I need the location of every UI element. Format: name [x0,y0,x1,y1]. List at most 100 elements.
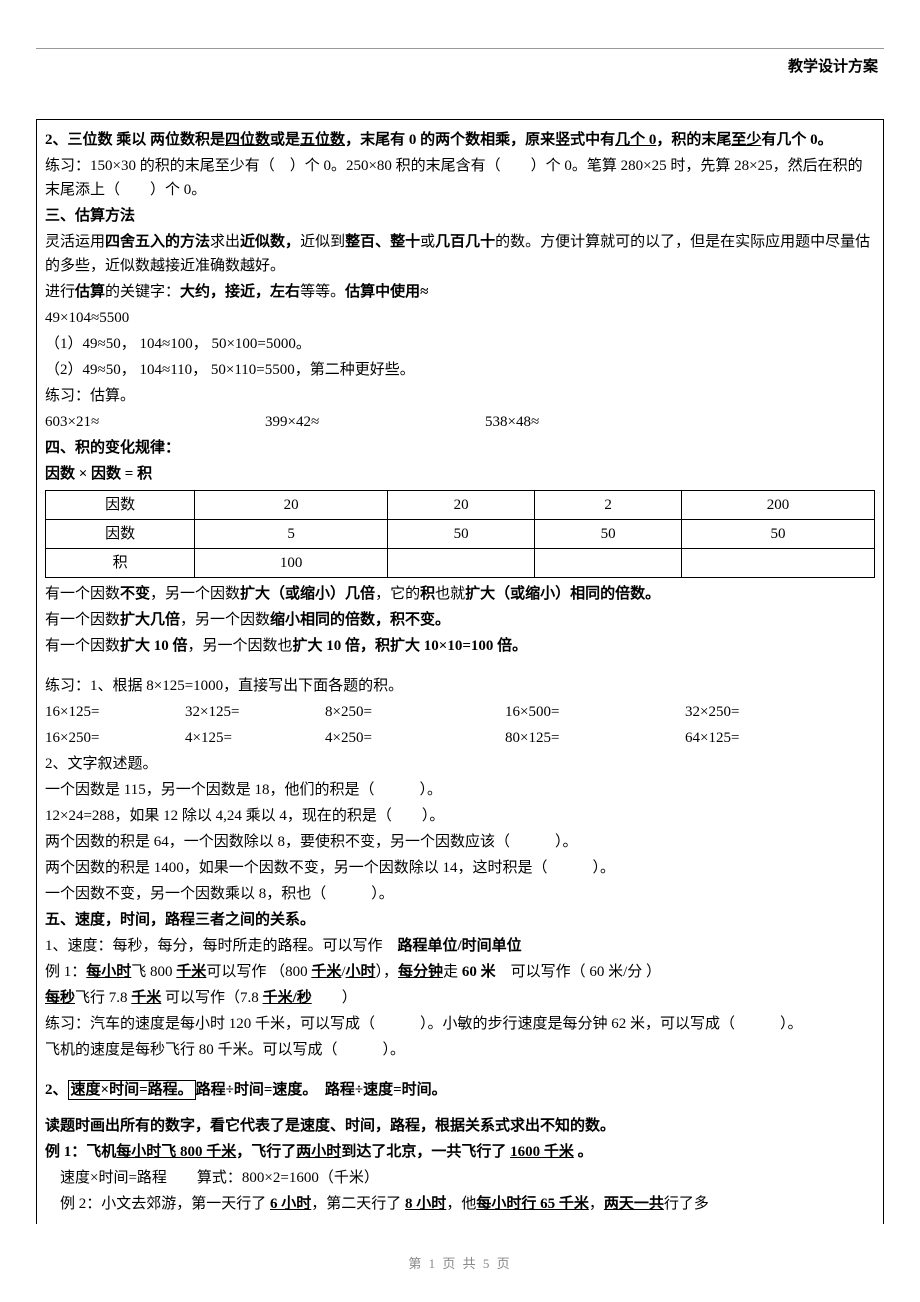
text: 求出 [210,234,240,250]
sec3-line2: 进行估算的关键字：大约，接近，左右等等。估算中使用≈ [45,280,875,304]
text: 扩大（或缩小）几倍 [240,586,375,602]
text: 8 小时 [405,1196,446,1212]
boxed-formula: 速度×时间=路程。 [68,1080,196,1100]
ul-5digit: 五位数 [300,132,345,148]
expr: 32×250= [685,700,739,724]
text: 可以写作 （800 [206,964,311,980]
expr: 64×125= [685,726,739,750]
text: 每秒 [45,990,75,1006]
expr: 4×250= [325,726,505,750]
text: ，第二天行了 [311,1196,405,1212]
text: 千米/秒 [263,990,312,1006]
text: 每小时 [86,964,131,980]
text: ） [312,990,357,1006]
sec5-practice2: 飞机的速度是每秒飞行 80 千米。可以写成（ ）。 [45,1038,875,1062]
text: 的关键字： [105,284,180,300]
text: 小时 [346,964,376,980]
text: 飞 800 [131,964,176,980]
text: 有一个因数 [45,586,120,602]
sec4-q4: 两个因数的积是 1400，如果一个因数不变，另一个因数除以 14，这时积是（ ）… [45,856,875,880]
text: 例 2：小文去郊游，第一天行了 [45,1196,270,1212]
ul-zeros: 几个 0 [615,132,656,148]
est-1: 603×21≈ [45,410,265,434]
text: 有一个因数 [45,638,120,654]
cell: 20 [195,491,388,520]
sec4-q1: 一个因数是 115，另一个因数是 18，他们的积是（ ）。 [45,778,875,802]
factor-table: 因数 20 20 2 200 因数 5 50 50 50 积 100 [45,490,875,578]
sec5-ex1: 例 1：每小时飞 800 千米可以写作 （800 千米/小时），每分钟走 60 … [45,960,875,984]
ul-atleast: 至少 [731,132,761,148]
text: ，另一个因数 [150,586,240,602]
text: ，他 [446,1196,476,1212]
text: 2、三位数 乘以 两位数积是 [45,132,225,148]
cell: 100 [195,549,388,578]
text: 进行 [45,284,75,300]
sec4-practice2: 2、文字叙述题。 [45,752,875,776]
text: 近似数， [240,234,300,250]
text: 扩大 10 倍 [120,638,188,654]
text: 大约，接近，左右 [180,284,300,300]
text: 也就 [435,586,465,602]
text: 估算中使用≈ [345,284,428,300]
text: 每分钟 [398,964,443,980]
text: ，飞行了 [236,1144,296,1160]
text: ，积的末尾 [656,132,731,148]
text: 路程÷时间=速度。 路程÷速度=时间。 [196,1082,447,1098]
content-box: 2、三位数 乘以 两位数积是四位数或是五位数，末尾有 0 的两个数相乘，原来竖式… [36,119,884,1224]
sec5-line2: 2、速度×时间=路程。路程÷时间=速度。 路程÷速度=时间。 [45,1078,875,1102]
table-row: 因数 20 20 2 200 [46,491,875,520]
text: 扩大几倍 [120,612,180,628]
text: 1、速度：每秒，每分，每时所走的路程。可以写作 [45,938,398,954]
text: 千米 [131,990,161,1006]
est-3: 538×48≈ [485,410,539,434]
text: 整百、整十 [345,234,420,250]
cell: 因数 [46,520,195,549]
table-row: 积 100 [46,549,875,578]
text: 到达了北京，一共飞行了 [341,1144,510,1160]
doc-header: 教学设计方案 [36,55,884,79]
cell: 5 [195,520,388,549]
sec4-row2: 16×250= 4×125= 4×250= 80×125= 64×125= [45,726,875,750]
text: 扩大 10 倍，积扩大 10×10=100 倍。 [293,638,528,654]
text: 积 [420,586,435,602]
text: ，末尾有 0 的两个数相乘，原来竖式中有 [345,132,615,148]
text: 2、 [45,1082,68,1098]
sec4-formula: 因数 × 因数 = 积 [45,462,875,486]
text: 或是 [270,132,300,148]
sec3-title: 三、估算方法 [45,204,875,228]
text: 可以写作（ 60 米/分 ） [496,964,661,980]
text: 估算 [75,284,105,300]
sec5-ex5: 例 2：小文去郊游，第一天行了 6 小时，第二天行了 8 小时，他每小时行 65… [45,1192,875,1216]
cell: 积 [46,549,195,578]
text: 或 [420,234,435,250]
sec5-practice1: 练习：汽车的速度是每小时 120 千米，可以写成（ ）。小敏的步行速度是每分钟 … [45,1012,875,1036]
cell: 2 [535,491,682,520]
sec5-line3: 读题时画出所有的数字，看它代表了是速度、时间，路程，根据关系式求出不知的数。 [45,1114,875,1138]
cell [535,549,682,578]
sec4-practice1: 练习：1、根据 8×125=1000，直接写出下面各题的积。 [45,674,875,698]
sec5-line1: 1、速度：每秒，每分，每时所走的路程。可以写作 路程单位/时间单位 [45,934,875,958]
text: 扩大（或缩小）相同的倍数。 [465,586,660,602]
sec4-row1: 16×125= 32×125= 8×250= 16×500= 32×250= [45,700,875,724]
text: 近似到 [300,234,345,250]
text: ， [589,1196,604,1212]
sec5-ex2: 每秒飞行 7.8 千米 可以写作（7.8 千米/秒 ） [45,986,875,1010]
text: 有一个因数 [45,612,120,628]
text: 每小时行 65 千米 [476,1196,589,1212]
text: 两天一共 [604,1196,664,1212]
text: ）， [376,964,399,980]
text: 例 1： [45,964,86,980]
sec5-title: 五、速度，时间，路程三者之间的关系。 [45,908,875,932]
sec3-ex0: 49×104≈5500 [45,306,875,330]
text: 灵活运用 [45,234,105,250]
sec4-rule1: 有一个因数不变，另一个因数扩大（或缩小）几倍，它的积也就扩大（或缩小）相同的倍数… [45,582,875,606]
text: 行了多 [664,1196,709,1212]
table-row: 因数 5 50 50 50 [46,520,875,549]
text: 路程单位/时间单位 [398,938,522,954]
text: ，另一个因数也 [188,638,293,654]
text: 例 1：飞机 [45,1144,116,1160]
text: 几百几十 [435,234,495,250]
sec5-ex3: 例 1：飞机每小时飞 800 千米，飞行了两小时到达了北京，一共飞行了 1600… [45,1140,875,1164]
text: 四舍五入的方法 [105,234,210,250]
text: 不变 [120,586,150,602]
